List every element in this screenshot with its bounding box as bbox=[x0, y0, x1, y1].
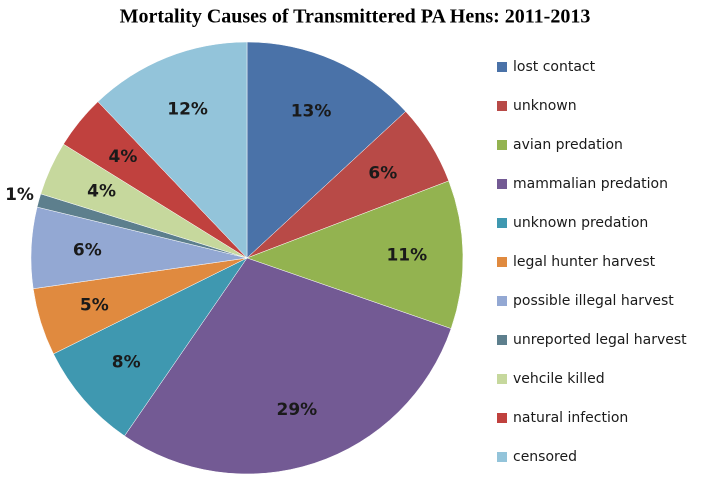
pie-slice bbox=[97, 41, 248, 259]
chart-title: Mortality Causes of Transmittered PA Hen… bbox=[120, 6, 591, 28]
data-label: 6% bbox=[73, 240, 102, 260]
legend-swatch bbox=[497, 62, 507, 72]
legend-label: mammalian predation bbox=[513, 176, 668, 192]
data-label: 8% bbox=[112, 353, 141, 373]
legend-label: unreported legal harvest bbox=[513, 332, 687, 348]
legend-label: unknown bbox=[513, 98, 577, 114]
legend-swatch bbox=[497, 335, 507, 345]
data-label: 12% bbox=[167, 100, 208, 120]
legend-label: unknown predation bbox=[513, 215, 648, 231]
legend-label: avian predation bbox=[513, 137, 623, 153]
legend-swatch bbox=[497, 374, 507, 384]
data-label: 11% bbox=[386, 245, 427, 265]
legend-swatch bbox=[497, 296, 507, 306]
pie-slice bbox=[53, 257, 248, 437]
legend-swatch bbox=[497, 413, 507, 423]
legend-label: censored bbox=[513, 449, 577, 465]
legend-swatch bbox=[497, 101, 507, 111]
legend-label: vehcile killed bbox=[513, 371, 605, 387]
legend-label: possible illegal harvest bbox=[513, 293, 674, 309]
legend-label: natural infection bbox=[513, 410, 628, 426]
legend-swatch bbox=[497, 140, 507, 150]
data-label: 13% bbox=[291, 102, 332, 122]
legend-swatch bbox=[497, 218, 507, 228]
legend-label: lost contact bbox=[513, 59, 596, 75]
legend-swatch bbox=[497, 179, 507, 189]
pie-slice bbox=[246, 41, 407, 259]
data-label: 4% bbox=[87, 182, 116, 202]
pie-slice bbox=[124, 257, 452, 475]
legend-swatch bbox=[497, 257, 507, 267]
data-label: 29% bbox=[277, 400, 318, 420]
data-label: 5% bbox=[80, 295, 109, 315]
legend-label: legal hunter harvest bbox=[513, 254, 656, 270]
pie-slice bbox=[246, 180, 464, 329]
legend-swatch bbox=[497, 452, 507, 462]
data-label: 4% bbox=[109, 147, 138, 167]
data-label: 6% bbox=[368, 164, 397, 184]
data-label: 1% bbox=[5, 185, 34, 205]
